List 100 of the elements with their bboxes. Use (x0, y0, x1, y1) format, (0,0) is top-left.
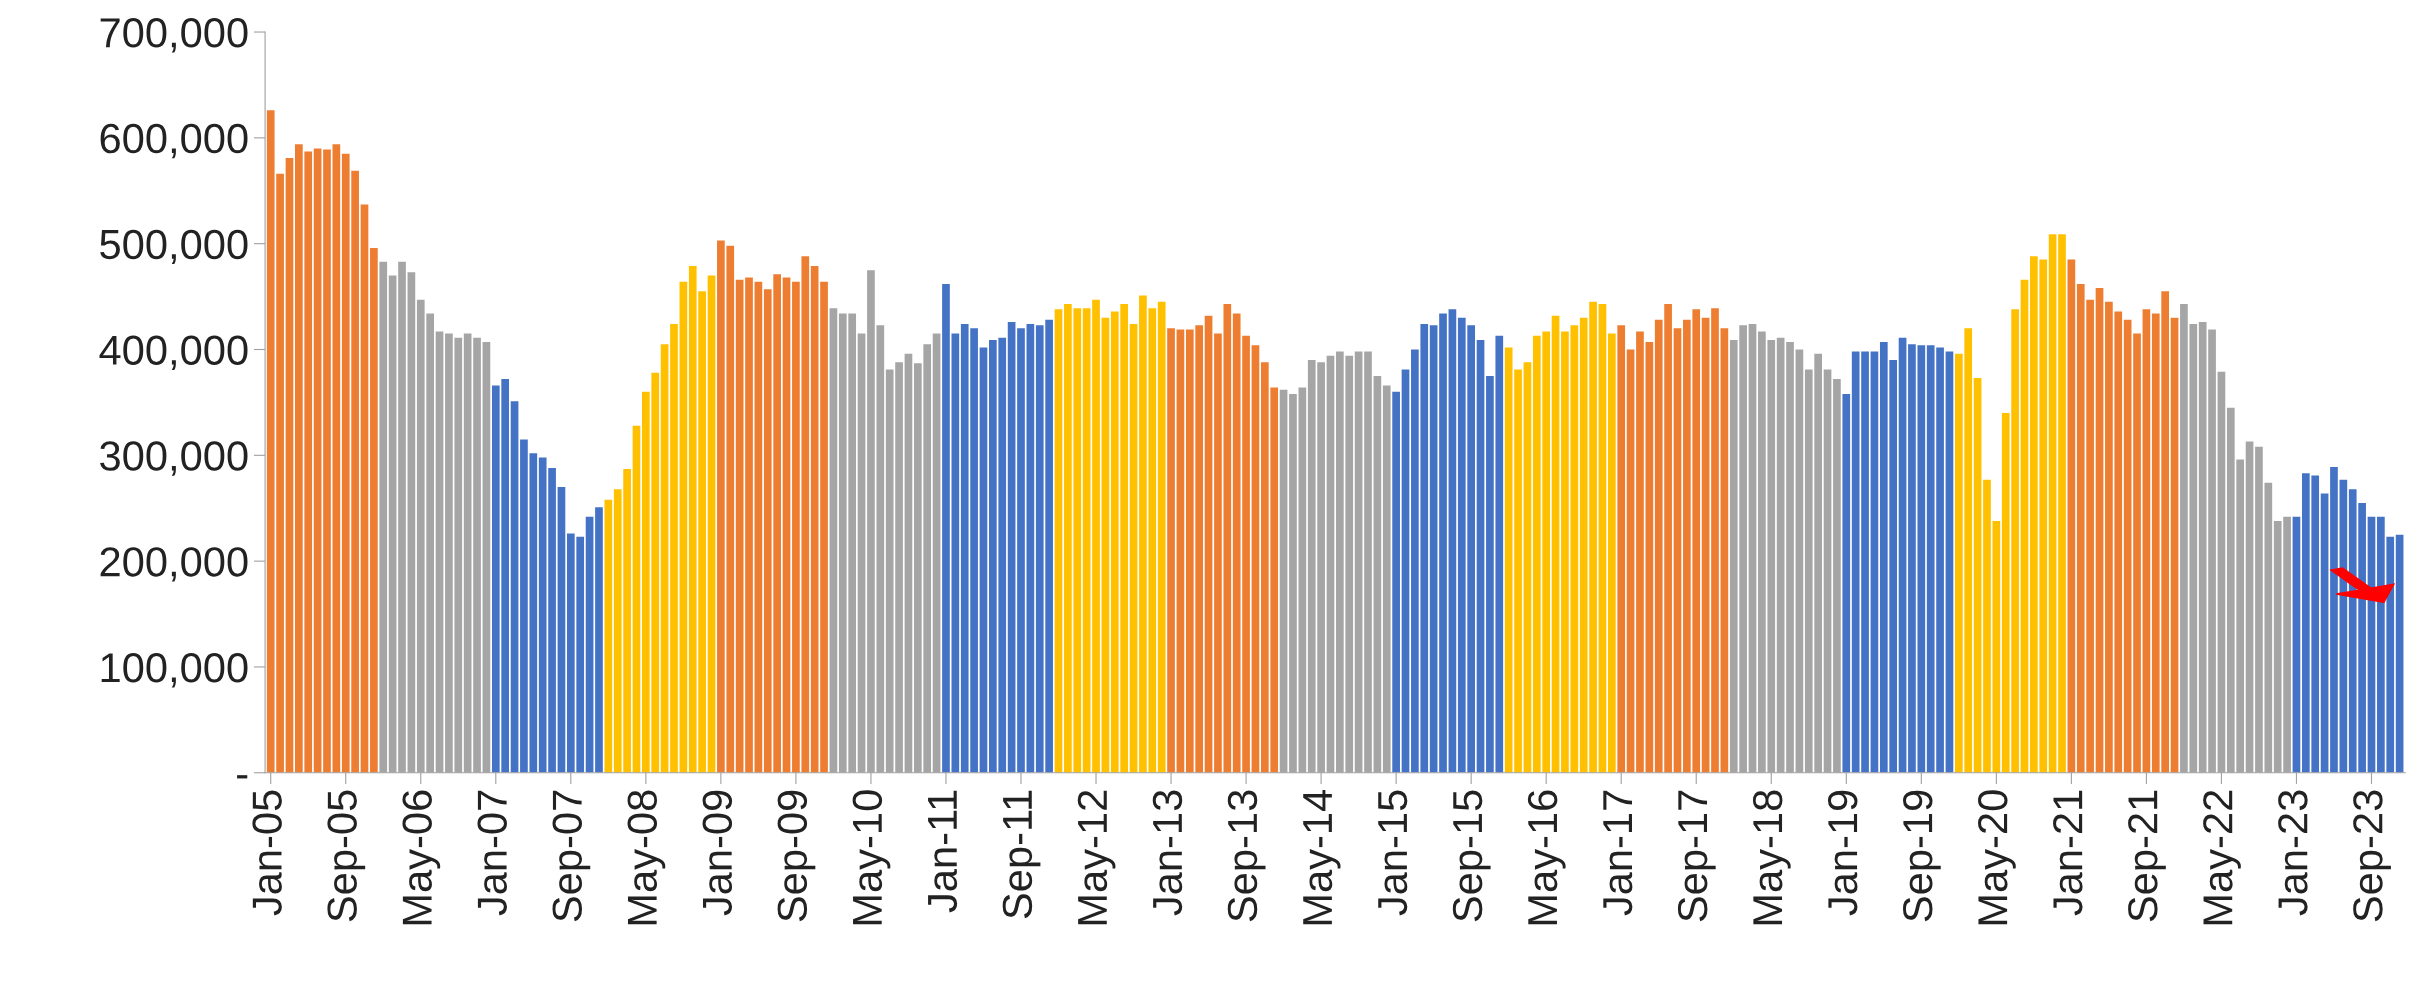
bar (557, 487, 566, 773)
bar (1523, 362, 1532, 773)
x-tick-label: Jan-19 (1827, 790, 1858, 916)
bar (1007, 321, 1016, 773)
bar (1167, 328, 1175, 773)
bar (1026, 324, 1035, 773)
bar (2142, 309, 2151, 773)
bar (1898, 337, 1907, 773)
x-tick-label: Sep-11 (1002, 790, 1041, 919)
bar (1673, 328, 1682, 773)
bar (595, 507, 603, 773)
bar (1598, 303, 1607, 773)
bar (2020, 279, 2029, 773)
bar (632, 425, 641, 773)
bar (754, 281, 763, 773)
x-tick-label: Sep-17 (1677, 790, 1716, 922)
bar (1945, 351, 1954, 773)
bar (1401, 369, 1410, 773)
bar (1842, 393, 1851, 773)
bar (1054, 309, 1063, 773)
bar (2048, 234, 2057, 773)
bar (332, 144, 341, 773)
bar (2058, 234, 2066, 773)
x-tick-label: Sep-07 (552, 790, 591, 922)
bar (1973, 378, 1982, 773)
bar (660, 344, 669, 773)
bar (979, 347, 988, 773)
bar (313, 148, 322, 773)
x-tick-label: Sep-23 (2353, 790, 2391, 922)
bar (1157, 301, 1166, 773)
bar (510, 401, 519, 773)
bar (2133, 333, 2141, 773)
bar (360, 204, 369, 773)
y-tick-label: 600,000 (100, 123, 248, 159)
x-tick-label: Jan-11 (928, 790, 958, 913)
x-tick-label: May-16 (1527, 790, 1566, 925)
bar (1101, 317, 1110, 773)
bar (2067, 259, 2076, 773)
bar (370, 247, 378, 773)
bar (1870, 351, 1879, 773)
x-tick-label: Jan-13 (1152, 790, 1183, 916)
x-tick-label: May-06 (402, 790, 441, 925)
bar (679, 281, 688, 773)
x-tick-label: May-18 (1752, 790, 1791, 925)
bar (604, 499, 613, 773)
x-tick-label: Jan-07 (477, 790, 507, 916)
x-tick-label: Sep-05 (327, 790, 366, 922)
y-tick-label: - (237, 775, 248, 779)
bar (1645, 342, 1654, 773)
bar (1176, 329, 1185, 773)
x-tick-label: Jan-05 (252, 790, 282, 916)
x-tick-label: Jan-15 (1378, 790, 1408, 916)
bar (1476, 339, 1485, 773)
bar (1129, 324, 1138, 773)
bar (1092, 299, 1100, 773)
x-tick-label: Jan-21 (2053, 790, 2083, 916)
x-tick-label: Sep-21 (2128, 790, 2166, 922)
bar (1392, 391, 1400, 773)
x-tick-label: May-08 (627, 790, 666, 925)
x-tick-label: May-20 (1978, 790, 2016, 925)
x-tick-label: Sep-13 (1227, 790, 1266, 922)
bar (1429, 325, 1438, 773)
bar (1701, 317, 1710, 773)
y-tick-label: 200,000 (100, 547, 248, 582)
x-tick-label: Jan-09 (702, 790, 733, 916)
y-tick-label: 300,000 (100, 441, 248, 476)
bar (782, 277, 791, 773)
bar (2170, 317, 2179, 773)
x-tick-label: May-22 (2203, 790, 2241, 925)
bar (745, 277, 753, 773)
bar (1082, 308, 1091, 773)
y-tick-label: 100,000 (101, 652, 248, 688)
x-tick-label: Jan-23 (2278, 790, 2308, 916)
bar (707, 275, 716, 773)
bar (2330, 466, 2338, 773)
bar (670, 324, 678, 773)
bar (1617, 325, 1626, 773)
x-tick-label: May-10 (852, 790, 891, 925)
bar (1448, 309, 1457, 773)
y-tick-label: 400,000 (99, 335, 248, 370)
bar (2095, 288, 2104, 773)
bar (2395, 534, 2404, 773)
x-tick-label: May-12 (1077, 790, 1116, 925)
x-tick-label: Sep-09 (777, 790, 816, 922)
bar (735, 279, 744, 773)
bar (2292, 516, 2301, 773)
bar (1636, 331, 1644, 773)
bar (323, 149, 331, 773)
bar (285, 157, 294, 773)
bar (1551, 315, 1560, 773)
bar (1983, 479, 1991, 773)
x-tick-label: May-14 (1303, 789, 1341, 925)
bar (1607, 333, 1616, 773)
bar (1439, 313, 1447, 773)
y-tick-label: 500,000 (100, 229, 248, 265)
bar (1711, 308, 1719, 773)
bar (1251, 345, 1260, 773)
bar (585, 516, 594, 773)
x-tick-label: Jan-17 (1603, 790, 1633, 916)
bar (1720, 328, 1729, 773)
